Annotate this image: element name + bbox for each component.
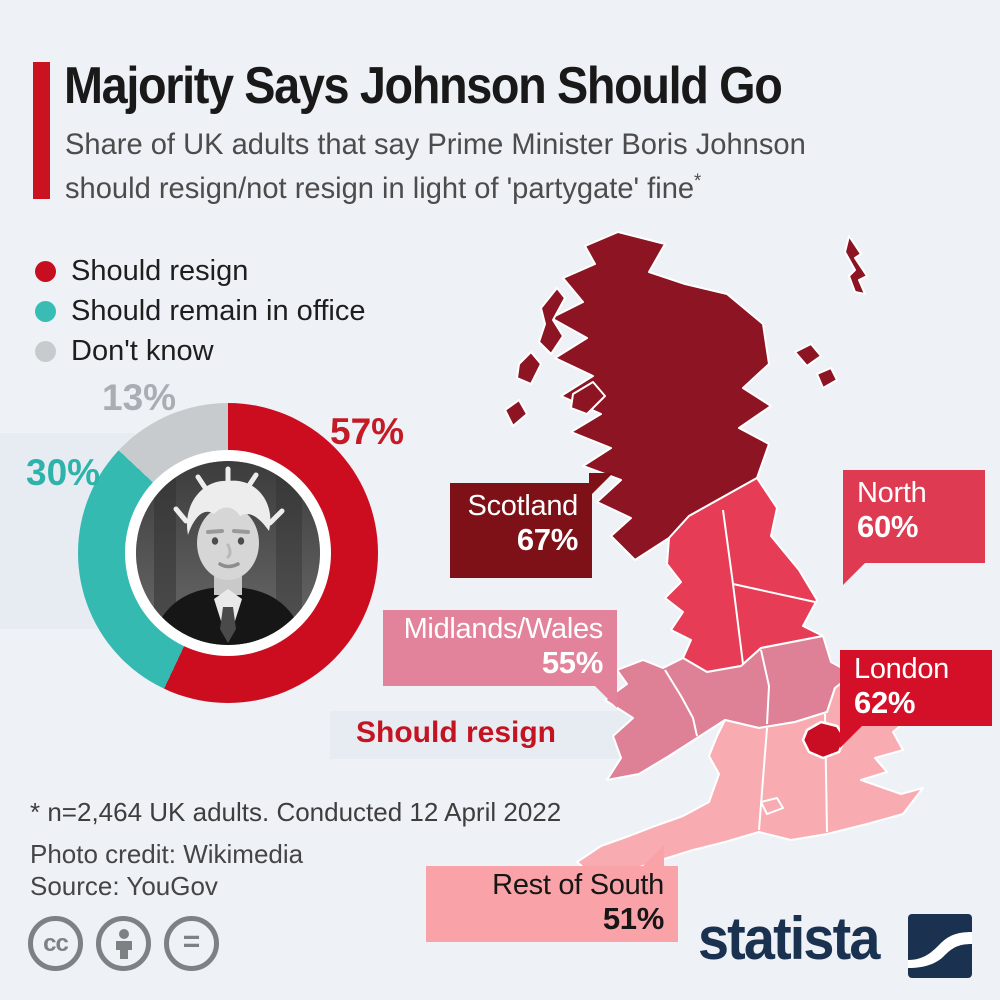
person-icon: [115, 928, 132, 959]
region-name: London: [854, 653, 949, 685]
highlight-band-should-resign: [330, 711, 662, 759]
region-name: North: [857, 477, 927, 509]
legend-item-should-resign: Should resign: [35, 254, 365, 287]
cc-attribution-icon[interactable]: [96, 916, 151, 971]
data-source: Source: YouGov: [30, 871, 218, 901]
uk-choropleth-map: [504, 231, 924, 889]
sample-footnote: * n=2,464 UK adults. Conducted 12 April …: [30, 797, 562, 827]
legend-label: Should remain in office: [71, 294, 366, 327]
map-label-scotland: Scotland 67%: [450, 483, 592, 578]
cc-glyph: cc: [43, 929, 69, 957]
boris-johnson-photo: [136, 461, 320, 645]
donut-value-should-resign: 57%: [330, 411, 405, 452]
statista-swoosh-icon: [908, 932, 972, 968]
region-value: 51%: [602, 901, 664, 936]
page-subtitle: Share of UK adults that say Prime Minist…: [65, 126, 806, 207]
page-title: Majority Says Johnson Should Go: [64, 57, 783, 115]
region-scotland: [504, 231, 868, 561]
portrait-illustration: [136, 461, 320, 645]
subtitle-line1: Share of UK adults that say Prime Minist…: [65, 128, 806, 161]
statista-logo-mark[interactable]: [908, 914, 972, 978]
region-value: 55%: [541, 645, 603, 680]
cc-no-derivatives-icon[interactable]: =: [164, 916, 219, 971]
region-name: Scotland: [467, 490, 579, 522]
donut-hole: [125, 450, 331, 656]
donut-value-should-remain: 30%: [26, 452, 101, 493]
region-name: Rest of South: [492, 869, 664, 901]
map-label-midlands-wales: Midlands/Wales 55%: [383, 610, 617, 686]
legend-label: Should resign: [71, 254, 249, 287]
region-value: 60%: [857, 509, 919, 544]
license-icons: cc =: [28, 916, 219, 971]
donut-legend: Should resign Should remain in office Do…: [35, 254, 366, 376]
legend-item-should-remain: Should remain in office: [35, 294, 366, 327]
region-london: [801, 720, 847, 760]
legend-dot-teal: [35, 300, 56, 322]
region-name: Midlands/Wales: [403, 613, 604, 645]
statista-logo-text[interactable]: statista: [698, 905, 880, 972]
map-label-rest-of-south: Rest of South 51%: [426, 866, 678, 942]
cc-license-icon[interactable]: cc: [28, 916, 83, 971]
legend-dot-gray: [35, 340, 56, 362]
map-label-north: North 60%: [843, 470, 985, 563]
footnote-marker: *: [694, 171, 702, 192]
photo-credit: Photo credit: Wikimedia: [30, 839, 304, 869]
title-accent-bar: [33, 62, 50, 199]
region-value: 62%: [854, 685, 916, 720]
legend-item-dont-know: Don't know: [35, 334, 365, 367]
map-label-london: London 62%: [840, 650, 992, 726]
equals-glyph: =: [182, 925, 201, 958]
donut-value-dont-know: 13%: [102, 377, 177, 418]
map-annotation-should-resign: Should resign: [356, 716, 557, 749]
legend-label: Don't know: [71, 334, 214, 367]
region-value: 67%: [516, 522, 578, 557]
legend-dot-red: [35, 260, 56, 282]
subtitle-line2: should resign/not resign in light of 'pa…: [65, 172, 695, 205]
